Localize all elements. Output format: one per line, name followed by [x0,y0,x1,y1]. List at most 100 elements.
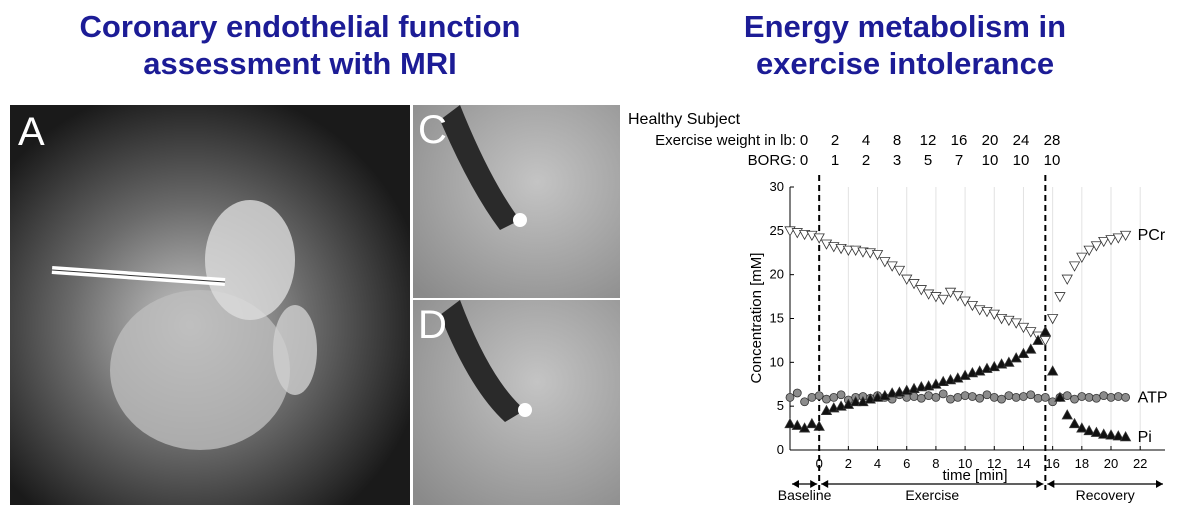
chart: Healthy Subject Exercise weight in lb: B… [628,111,1168,503]
data-point [1077,392,1087,401]
data-point [1113,392,1123,401]
data-point [1046,365,1059,376]
right-title: Energy metabolism in exercise intoleranc… [743,9,1067,81]
y-tick-label: 15 [770,311,784,326]
weight-value: 28 [1044,132,1061,149]
weight-value: 20 [982,132,999,149]
data-point [1119,431,1132,442]
data-point [1098,428,1110,439]
weight-value: 8 [893,132,901,149]
vessel-shape [273,305,317,395]
data-point [908,279,920,290]
data-point [1046,314,1059,325]
heart-shape [110,290,290,450]
data-point [1026,390,1036,400]
data-point [1099,391,1109,401]
data-point [1105,235,1117,246]
borg-value: 2 [862,152,870,169]
borg-value: 1 [831,152,839,169]
y-tick-label: 0 [777,442,784,457]
data-point [813,233,825,244]
data-point [953,392,963,402]
x-tick-label: 20 [1104,456,1118,471]
y-tick-label: 5 [777,398,784,413]
series-label: PCr [1138,227,1166,244]
data-point [946,394,955,404]
borg-value: 5 [924,152,932,169]
data-point [1084,392,1094,402]
borg-value: 0 [800,152,808,169]
borg-value: 3 [893,152,901,169]
data-point [893,265,906,277]
borg-value: 10 [1013,152,1030,169]
data-point [798,229,811,241]
data-point [807,392,817,402]
data-point [785,392,795,402]
data-point [916,393,926,403]
phase-label: Exercise [905,487,959,503]
mri-image-c [413,105,620,298]
data-point [822,394,831,404]
slice-marker-outline [51,269,226,283]
data-point [960,391,970,401]
phase-label: Baseline [778,487,832,503]
vessel-lumen [518,403,532,417]
borg-value: 10 [1044,152,1061,169]
data-point [1068,261,1081,272]
data-point [1054,292,1066,303]
borg-value: 10 [982,152,999,169]
x-tick-label: 18 [1075,456,1089,471]
x-tick-label: 22 [1133,456,1147,471]
data-point [1112,430,1124,441]
x-tick-label: 16 [1045,456,1059,471]
y-tick-label: 20 [770,267,784,282]
data-point [836,390,846,400]
data-point [849,395,862,407]
data-point [1119,230,1132,242]
left-title: Coronary endothelial function assessment… [79,9,521,81]
data-point [813,420,825,431]
arrow-head [792,480,818,488]
data-point [1004,391,1014,401]
data-point [997,394,1006,404]
data-point [1076,422,1088,433]
data-point [886,387,898,398]
data-point [1106,392,1116,402]
data-point [1061,409,1073,420]
y-tick-label: 25 [770,223,784,238]
data-point [857,247,869,258]
x-tick-label: 8 [932,456,939,471]
data-point [1112,233,1124,244]
data-point [792,388,802,398]
vessel-dark [440,300,525,422]
data-point [1076,252,1088,263]
data-point [1105,429,1117,440]
data-point [915,381,928,392]
data-point [989,392,999,402]
data-point [871,250,884,261]
x-tick-label: 14 [1016,456,1030,471]
data-point [1019,392,1028,401]
data-point [967,392,977,401]
panel-label: C [418,108,447,152]
weight-value: 4 [862,132,870,149]
y-axis-label: Concentration [mM] [748,253,765,384]
data-point [800,397,809,407]
series-label: Pi [1138,429,1152,446]
weight-value: 2 [831,132,839,149]
data-point [1039,336,1052,347]
data-point [931,392,941,402]
data-point [1054,391,1066,402]
data-point [1068,417,1081,429]
aorta-shape [205,200,295,320]
data-point [937,294,949,306]
x-tick-label: 12 [987,456,1001,471]
data-point [791,419,803,430]
data-point [1083,424,1095,436]
panel-label: D [418,303,447,347]
x-tick-label: 10 [958,456,972,471]
data-point [1092,393,1101,403]
weight-value: 16 [951,132,968,149]
